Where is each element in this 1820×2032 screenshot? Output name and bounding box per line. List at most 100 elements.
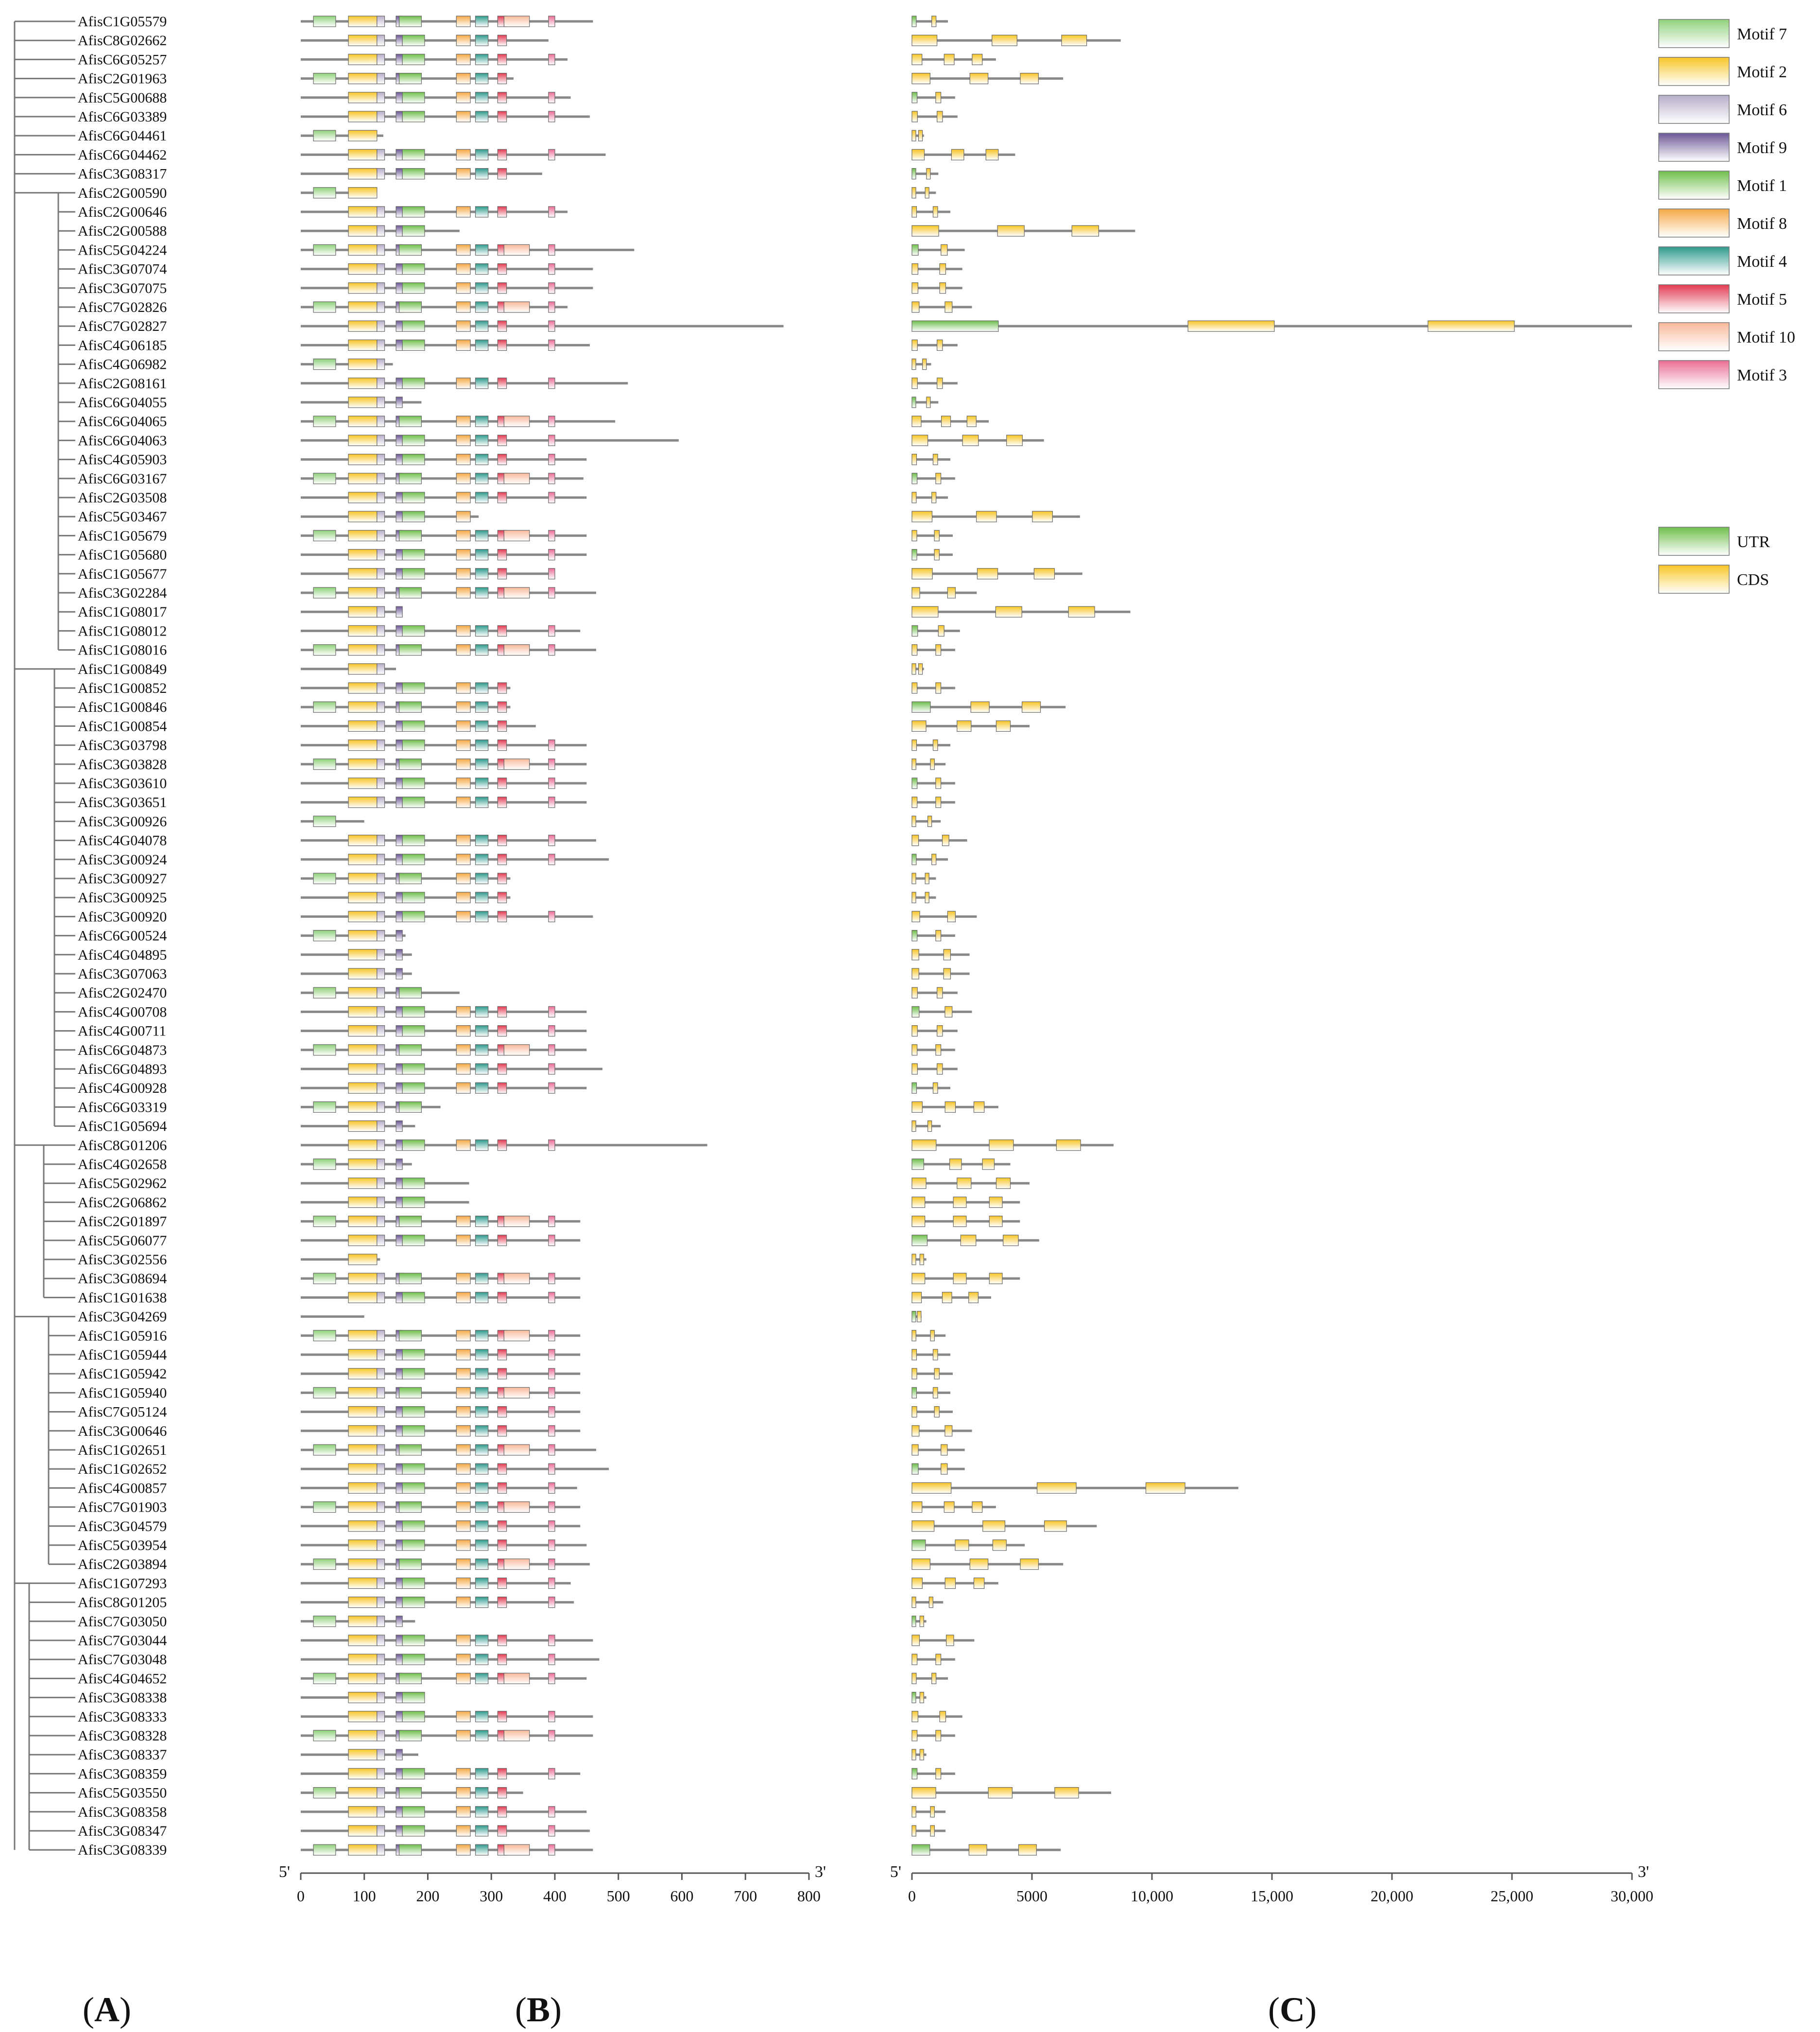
motif-box [402, 378, 425, 389]
exon-box [1003, 1235, 1019, 1246]
motif-box [402, 1349, 425, 1360]
motif-box [313, 16, 336, 27]
motif-box [377, 1672, 385, 1684]
exon-box [937, 378, 943, 389]
motif-box [395, 339, 403, 351]
motif-box [475, 434, 489, 447]
gene-label: AfisC7G02827 [78, 318, 167, 334]
gene-label: AfisC6G04063 [78, 432, 167, 448]
exon-box [935, 777, 942, 789]
motif-box [548, 739, 555, 751]
motif-box [348, 511, 378, 522]
motif-box [348, 777, 378, 789]
motif-box [395, 720, 403, 732]
motif-box [548, 1139, 555, 1151]
axis-tick-label: 10,000 [1131, 1887, 1173, 1905]
motif-box [348, 1120, 378, 1132]
motif-box [377, 378, 385, 389]
legend-swatch [1658, 565, 1730, 594]
three-prime-label: 3' [1638, 1863, 1649, 1881]
exon-box [911, 320, 999, 332]
motif-box [348, 739, 378, 751]
exon-box [911, 301, 920, 313]
motif-box [377, 1825, 385, 1837]
panel-label-a: (A) [83, 1990, 131, 2029]
motif-box [399, 701, 422, 713]
legend-swatch [1658, 19, 1730, 48]
motif-box [456, 1711, 471, 1722]
gene-label: AfisC3G04269 [78, 1309, 167, 1325]
motif-box [548, 1044, 555, 1056]
exon-box [935, 682, 942, 694]
exon-box [951, 149, 964, 160]
motif-box [377, 1749, 385, 1760]
motif-box [377, 834, 385, 846]
exon-box [937, 1025, 943, 1037]
motif-box [348, 1558, 378, 1570]
motif-box [313, 1672, 336, 1684]
motif-box [348, 187, 378, 199]
motif-box [348, 625, 378, 637]
motif-box [399, 1044, 422, 1056]
motif-box [475, 834, 489, 846]
motif-box [348, 1444, 378, 1456]
motif-box [402, 92, 425, 103]
exon-box [911, 1044, 918, 1056]
motif-box [377, 1368, 385, 1379]
exon-box [911, 1482, 952, 1494]
gene-label: AfisC3G08694 [78, 1271, 167, 1287]
motif-box [548, 492, 555, 503]
motif-box [348, 1539, 378, 1551]
gene-label: AfisC3G02556 [78, 1252, 167, 1268]
motif-box [475, 568, 489, 580]
motif-box [395, 434, 403, 447]
exon-box [935, 930, 942, 942]
exon-box [911, 625, 918, 637]
exon-box [911, 92, 918, 103]
motif-box [548, 1539, 555, 1551]
motif-box [402, 1196, 425, 1208]
exon-box [932, 1082, 938, 1094]
exon-box [911, 949, 919, 961]
motif-box [348, 1501, 378, 1513]
motif-box [548, 777, 555, 789]
motif-box [348, 854, 378, 865]
exon-box [917, 1311, 922, 1323]
motif-box [395, 1711, 403, 1722]
exon-box [1071, 225, 1099, 237]
motif-box [377, 1539, 385, 1551]
exon-box [911, 1025, 918, 1037]
gene-label: AfisC5G03467 [78, 509, 167, 525]
exon-box [976, 511, 997, 522]
motif-box [395, 1158, 403, 1170]
motif-box [402, 1539, 425, 1551]
exon-box [911, 892, 916, 903]
motif-box [456, 73, 471, 85]
exon-box [911, 1768, 918, 1779]
exon-box [996, 720, 1011, 732]
motif-box [475, 1768, 489, 1779]
legend-label: Motif 2 [1737, 63, 1787, 81]
motif-box [399, 1672, 422, 1684]
motif-box [313, 644, 336, 656]
motif-box [399, 244, 422, 256]
motif-box [395, 1635, 403, 1646]
motif-box [395, 1139, 403, 1151]
motif-box [475, 1787, 489, 1799]
exon-box [988, 1787, 1013, 1799]
motif-box [497, 701, 507, 713]
exon-box [911, 16, 917, 27]
exon-box [911, 1235, 928, 1246]
motif-box [313, 1616, 336, 1627]
motif-box [377, 1158, 385, 1170]
motif-box [348, 1273, 378, 1284]
motif-box [548, 282, 555, 294]
motif-box [348, 1635, 378, 1646]
gene-label: AfisC1G02652 [78, 1461, 167, 1477]
exon-box [911, 1120, 916, 1132]
motif-box [348, 1463, 378, 1475]
motif-box [395, 949, 403, 961]
exon-box [989, 1273, 1003, 1284]
motif-box [348, 206, 378, 218]
motif-box [548, 1025, 555, 1037]
